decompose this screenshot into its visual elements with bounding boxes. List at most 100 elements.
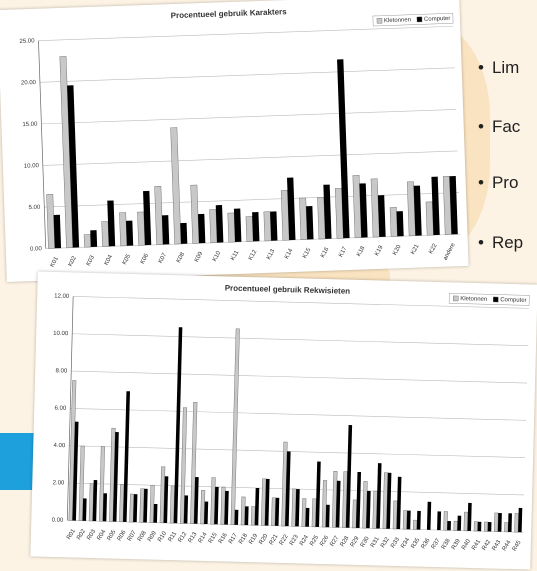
bar [431,176,440,236]
x-tick-label: R18 [238,532,249,545]
bar [504,522,509,533]
bar [477,521,482,532]
bar [234,509,239,525]
bar [413,185,422,236]
x-tick-label: R32 [380,536,391,549]
bar [467,502,472,531]
legend-box [372,12,454,27]
bar [321,480,328,528]
x-tick-label: K11 [230,249,240,261]
x-tick-label: R02 [76,528,87,541]
x-tick-label: K15 [302,247,313,260]
x-tick-label: R10 [157,530,168,543]
x-tick-label: R43 [492,539,503,552]
bar [230,328,240,525]
bar [449,176,458,235]
x-tick-label: K22 [428,242,439,255]
bar [264,478,270,526]
x-tick-label: R14 [198,531,209,544]
bar [190,184,200,244]
grid-line [44,192,460,208]
x-tick-label: R01 [66,528,77,541]
bar [295,489,300,527]
bar [323,184,332,239]
bar [306,205,314,240]
chart-title: Procentueel gebruik Rekwisieten [225,284,351,296]
bar [463,511,469,532]
x-tick-label: K10 [212,250,223,263]
bar [270,211,278,241]
x-tick-label: R24 [299,534,310,547]
bar [137,211,146,246]
bar [215,204,224,243]
x-tick-label: R04 [96,529,107,542]
x-tick-label: R38 [441,538,452,551]
bar [83,234,92,248]
bar [82,498,87,521]
legend-swatch [492,296,499,303]
bar [392,500,398,530]
x-tick-label: K17 [338,245,349,258]
bar [443,511,448,531]
bar [311,498,317,528]
bar [204,501,209,525]
x-tick-label: R39 [451,538,462,551]
x-tick-label: R21 [269,533,280,546]
x-tick-label: R13 [188,531,199,544]
x-tick-label: K04 [104,254,115,267]
bar [301,498,307,527]
chart: Procentueel gebruik Karakters 0.00 5.00 10.… [0,0,469,282]
bar [180,222,188,244]
x-tick-label: K16 [320,246,331,259]
bar [46,193,56,249]
bar [386,472,392,529]
bar [209,209,218,244]
y-tick-label: 0.00 [52,518,64,524]
x-tick-label: R44 [502,539,513,552]
x-tick-label: R12 [177,531,188,544]
y-tick-label: 6.00 [54,406,66,412]
x-tick-label: K09 [194,250,205,263]
x-tick-label: R09 [147,530,158,543]
bullet: Fac [478,117,520,137]
bar [90,230,98,248]
bullet: Rep [478,233,523,253]
bar [72,421,79,521]
bar [107,200,116,247]
bar [402,510,408,530]
bullet: Pro [478,173,518,193]
y-tick-label: 20.00 [21,80,37,87]
x-tick-label: R28 [340,535,351,548]
bar [250,506,256,526]
bar [497,512,502,532]
bar [143,488,148,523]
bar [416,510,421,530]
x-tick-label: K07 [158,252,169,265]
grid-line [72,333,529,346]
x-tick-label: R36 [421,537,432,550]
y-tick-label: 15.00 [22,122,38,129]
y-tick-label: 8.00 [55,368,67,374]
bar [190,402,198,524]
x-tick-label: R27 [329,535,340,548]
bar [254,487,260,526]
x-tick-label: K08 [176,251,187,264]
legend-swatch [452,295,459,302]
bar [325,504,330,528]
y-tick-label: 4.00 [53,443,65,449]
x-tick-label: R26 [319,534,330,547]
x-tick-label: K03 [86,254,97,267]
bar [101,221,110,247]
bar [200,490,206,525]
bar [274,497,280,526]
y-tick-label: 10.00 [53,331,69,337]
bar [139,488,145,523]
bar [457,515,462,531]
bar [271,497,276,527]
chart: Procentueel gebruik Rekwisieten 0.00 2.00 4… [30,271,537,570]
bar [163,476,169,523]
x-tick-label: K20 [392,244,403,257]
bar [315,461,321,527]
bar [299,197,308,240]
